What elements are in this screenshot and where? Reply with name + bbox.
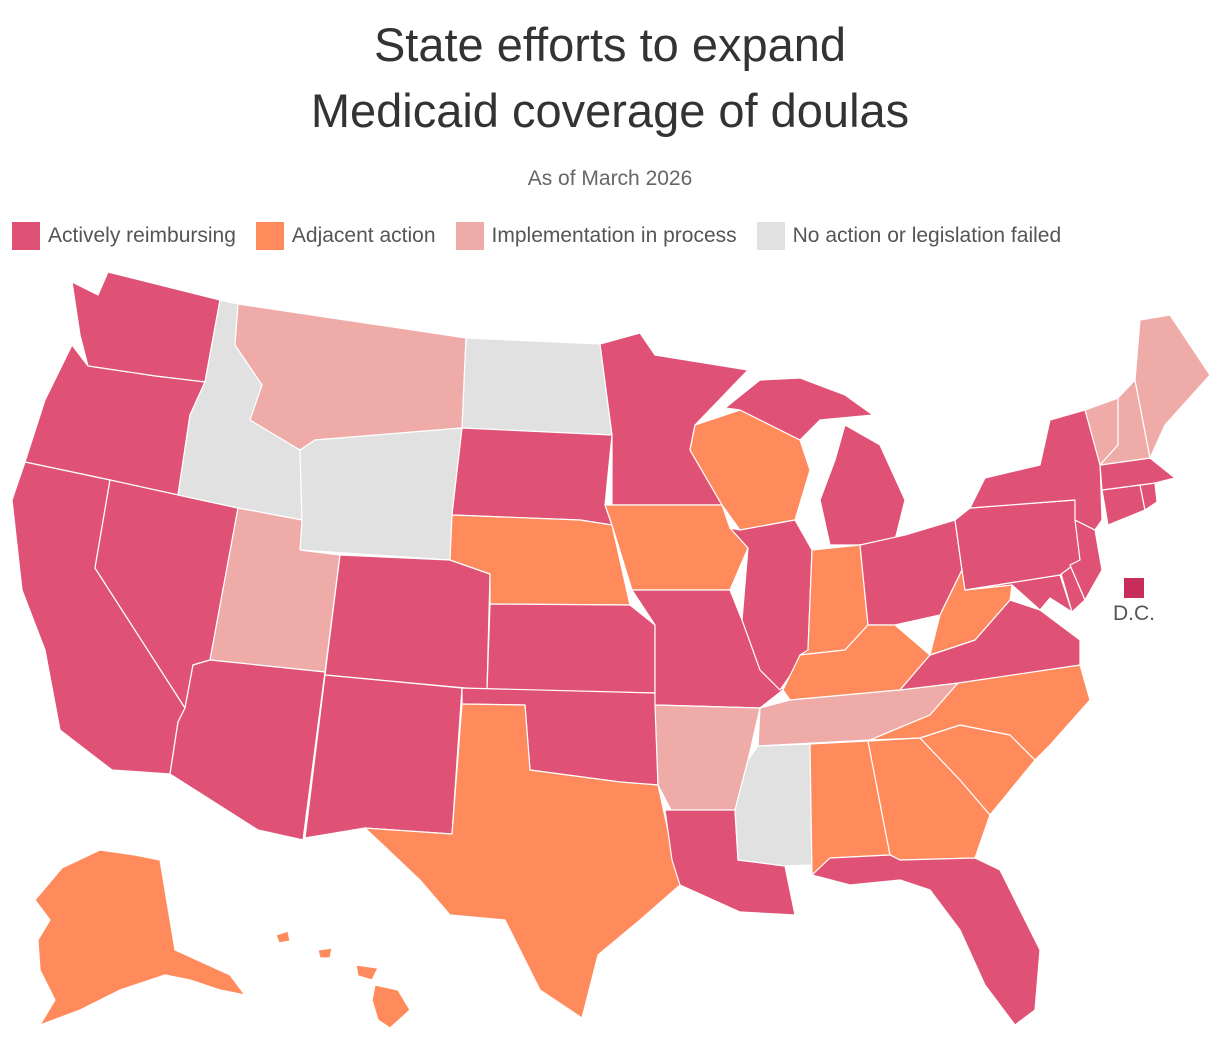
legend-swatch-none [756, 222, 785, 250]
legend-swatch-implementation [455, 222, 484, 250]
state-arizona [169, 659, 326, 841]
title-line-2: Medicaid coverage of doulas [310, 84, 910, 137]
state-wyoming [299, 427, 463, 561]
hawaii-island-oahu [317, 947, 333, 959]
state-new-mexico [304, 674, 463, 839]
state-maine [1134, 314, 1211, 459]
legend-item-active: Actively reimbursing [12, 222, 236, 250]
state-michigan [819, 424, 906, 546]
hawaii-island-maui [355, 964, 379, 981]
state-texas [364, 703, 681, 1019]
state-new-hampshire [1099, 379, 1151, 466]
state-montana [234, 303, 467, 451]
state-washington [71, 271, 221, 383]
state-michigan-upper [724, 377, 874, 441]
state-alaska [34, 849, 246, 1026]
legend-label-active: Actively reimbursing [48, 224, 236, 247]
dc-label: D.C. [1113, 602, 1155, 625]
chart-subtitle: As of March 2026 [527, 167, 693, 190]
state-illinois [729, 519, 813, 691]
state-colorado [324, 554, 491, 691]
state-florida [811, 854, 1041, 1026]
hawaii-island-kauai [275, 930, 291, 944]
legend-swatch-adjacent [255, 222, 284, 250]
state-hawaii [275, 930, 411, 1029]
legend-swatch-active [12, 222, 40, 250]
title-line-1: State efforts to expand [373, 18, 847, 71]
legend-item-adjacent: Adjacent action [255, 222, 436, 250]
legend-label-implementation: Implementation in process [491, 224, 737, 247]
dc-marker [1124, 578, 1144, 598]
legend-label-none: No action or legislation failed [792, 224, 1062, 247]
chart-title: State efforts to expand Medicaid coverag… [0, 12, 1220, 144]
state-north-dakota [461, 337, 613, 436]
state-iowa [604, 504, 749, 591]
state-south-dakota [451, 427, 613, 526]
state-connecticut [1101, 484, 1146, 526]
legend-item-none: No action or legislation failed [756, 222, 1062, 250]
legend-label-adjacent: Adjacent action [291, 224, 436, 247]
hawaii-island-big [371, 984, 411, 1029]
legend-item-implementation: Implementation in process [455, 222, 737, 250]
state-kansas [486, 603, 656, 694]
legend: Actively reimbursing Adjacent action Imp… [12, 222, 1081, 250]
